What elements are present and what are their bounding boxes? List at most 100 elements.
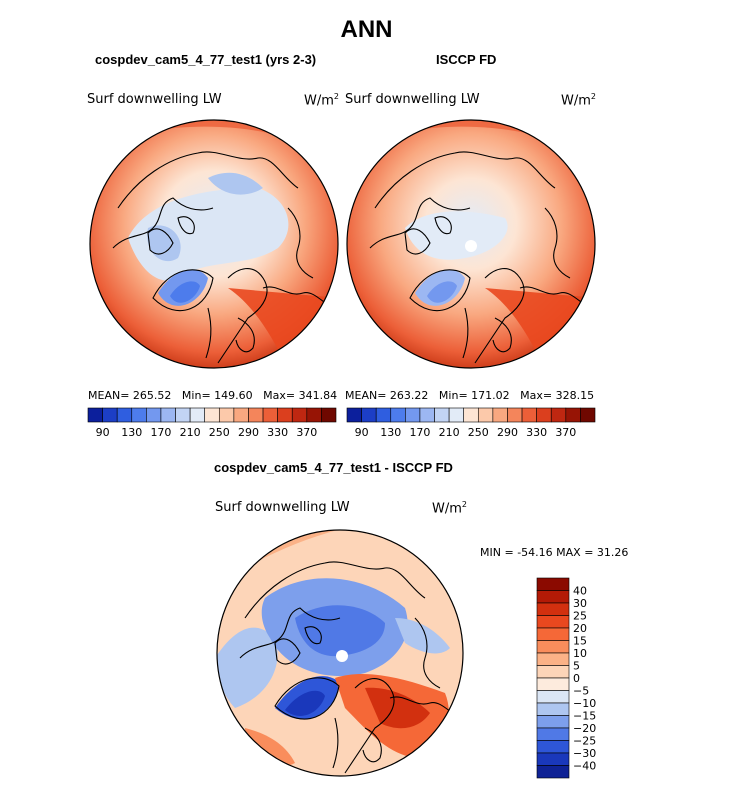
- model-polar-map: [89, 119, 339, 369]
- colorbar-cell: [248, 407, 264, 423]
- figure-title: ANN: [340, 16, 393, 43]
- colorbar-cell: [204, 407, 220, 423]
- colorbar-tick-label: −15: [573, 710, 596, 723]
- colorbar-tick-label: 5: [573, 660, 580, 673]
- colorbar-cell: [87, 407, 103, 423]
- obs-stats: MEAN= 263.22 Min= 171.02 Max= 328.15: [345, 389, 595, 402]
- colorbar-cell: [390, 407, 406, 423]
- diff-panel-title: cospdev_cam5_4_77_test1 - ISCCP FD: [214, 460, 453, 475]
- colorbar-cell: [146, 407, 162, 423]
- diff-minmax: MIN = -54.16 MAX = 31.26: [480, 546, 629, 559]
- colorbar-cell: [565, 407, 581, 423]
- colorbar-tick-label: 330: [267, 426, 288, 439]
- obs-units-label: W/m2: [561, 92, 596, 109]
- colorbar-cell: [291, 407, 308, 423]
- colorbar-cell: [463, 407, 479, 423]
- diff-variable-label: Surf downwelling LW: [215, 500, 350, 515]
- colorbar-cell: [536, 407, 552, 423]
- colorbar-cell: [536, 740, 570, 754]
- colorbar-tick-label: −30: [573, 747, 596, 760]
- colorbar-tick-label: 90: [96, 426, 110, 439]
- colorbar-tick-label: 250: [209, 426, 230, 439]
- obs-colorbar: 90 130 170 210 250 290 330 370: [346, 407, 596, 439]
- colorbar-cell: [536, 715, 570, 729]
- colorbar-tick-label: 210: [180, 426, 201, 439]
- colorbar-cell: [189, 407, 206, 423]
- model-colorbar: 90 130 170 210 250 290 330 370: [87, 407, 337, 439]
- colorbar-cell: [218, 407, 235, 423]
- colorbar-tick-label: 170: [150, 426, 171, 439]
- colorbar-tick-label: 330: [526, 426, 547, 439]
- colorbar-cell: [536, 640, 570, 654]
- colorbar-cell: [405, 407, 421, 423]
- colorbar-cell: [507, 407, 523, 423]
- colorbar-tick-label: −20: [573, 722, 596, 735]
- colorbar-tick-label: 30: [573, 597, 587, 610]
- colorbar-cell: [477, 407, 494, 423]
- colorbar-tick-label: 370: [296, 426, 317, 439]
- model-stats: MEAN= 265.52 Min= 149.60 Max= 341.84: [88, 389, 338, 402]
- colorbar-cell: [448, 407, 465, 423]
- colorbar-cell: [102, 407, 118, 423]
- colorbar-cell: [419, 407, 435, 423]
- colorbar-tick-label: −40: [573, 760, 596, 773]
- colorbar-tick-label: 250: [468, 426, 489, 439]
- colorbar-cell: [536, 752, 570, 766]
- colorbar-cell: [550, 407, 567, 423]
- colorbar-cell: [131, 407, 147, 423]
- colorbar-cell: [536, 690, 570, 704]
- colorbar-tick-label: 15: [573, 635, 587, 648]
- colorbar-cell: [536, 765, 570, 779]
- colorbar-cell: [536, 652, 570, 666]
- model-panel-title: cospdev_cam5_4_77_test1 (yrs 2-3): [95, 52, 317, 67]
- obs-variable-label: Surf downwelling LW: [345, 92, 480, 107]
- colorbar-cell: [580, 407, 596, 423]
- colorbar-cell: [361, 407, 377, 423]
- colorbar-tick-label: 210: [439, 426, 460, 439]
- obs-panel-title: ISCCP FD: [436, 52, 497, 67]
- colorbar-tick-label: 170: [409, 426, 430, 439]
- colorbar-cell: [175, 407, 191, 423]
- colorbar-cell: [536, 577, 570, 591]
- colorbar-cell: [434, 407, 450, 423]
- colorbar-cell: [536, 665, 570, 679]
- colorbar-tick-label: −25: [573, 735, 596, 748]
- colorbar-cell: [262, 407, 278, 423]
- colorbar-tick-label: 10: [573, 647, 587, 660]
- colorbar-cell: [536, 727, 570, 741]
- colorbar-tick-label: −5: [573, 685, 589, 698]
- colorbar-cell: [536, 615, 570, 629]
- diff-units-label: W/m2: [432, 500, 467, 517]
- colorbar-tick-label: −10: [573, 697, 596, 710]
- model-variable-label: Surf downwelling LW: [87, 92, 222, 107]
- colorbar-cell: [536, 590, 570, 604]
- colorbar-tick-label: 40: [573, 585, 587, 598]
- colorbar-cell: [233, 407, 249, 423]
- colorbar-cell: [160, 407, 176, 423]
- colorbar-cell: [277, 407, 293, 423]
- colorbar-tick-label: 25: [573, 610, 587, 623]
- colorbar-cell: [536, 702, 570, 716]
- colorbar-cell: [492, 407, 508, 423]
- colorbar-tick-label: 90: [355, 426, 369, 439]
- colorbar-cell: [321, 407, 337, 423]
- colorbar-tick-label: 130: [380, 426, 401, 439]
- diff-polar-map: [216, 529, 464, 777]
- colorbar-cell: [346, 407, 362, 423]
- colorbar-tick-label: 20: [573, 622, 587, 635]
- model-units-label: W/m2: [304, 92, 339, 109]
- colorbar-tick-label: 0: [573, 672, 580, 685]
- colorbar-cell: [116, 407, 133, 423]
- colorbar-cell: [521, 407, 537, 423]
- colorbar-cell: [536, 627, 570, 641]
- colorbar-cell: [306, 407, 322, 423]
- colorbar-tick-label: 130: [121, 426, 142, 439]
- colorbar-tick-label: 290: [238, 426, 259, 439]
- colorbar-tick-label: 370: [555, 426, 576, 439]
- colorbar-cell: [536, 602, 570, 616]
- colorbar-cell: [375, 407, 392, 423]
- colorbar-tick-label: 290: [497, 426, 518, 439]
- colorbar-cell: [536, 677, 570, 691]
- obs-polar-map: [346, 119, 596, 369]
